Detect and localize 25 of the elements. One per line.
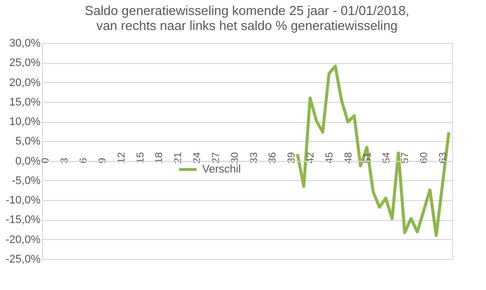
y-tick-label: 5,0% bbox=[15, 136, 41, 148]
text: van rechts naar links het saldo % generatiewisseling bbox=[96, 18, 398, 33]
x-tick-label: 18 bbox=[154, 152, 166, 164]
y-tick-label: 0,0% bbox=[15, 155, 41, 168]
x-tick-label: 60 bbox=[419, 152, 430, 164]
x-tick-label: 63 bbox=[438, 152, 450, 164]
y-tick-label: -5,0% bbox=[12, 174, 41, 187]
x-tick-label: 15 bbox=[135, 152, 146, 164]
text: Saldo generatiewisseling komende 25 jaar - 01/01/2018, bbox=[84, 3, 410, 18]
x-tick-label: 0 bbox=[40, 157, 52, 164]
y-tick-label: 30,0% bbox=[9, 38, 41, 50]
y-tick-label: -20,0% bbox=[6, 234, 41, 246]
x-tick-label: 45 bbox=[324, 152, 336, 164]
y-tick-label: 20,0% bbox=[9, 76, 41, 89]
y-tick-label: 10,0% bbox=[9, 116, 41, 128]
y-tick-label: 15,0% bbox=[9, 96, 41, 108]
y-tick-label: -10,0% bbox=[6, 194, 41, 207]
x-tick-label: 12 bbox=[116, 152, 128, 164]
legend-label: Verschil bbox=[202, 164, 241, 176]
y-tick-label: 25,0% bbox=[9, 57, 41, 70]
y-tick-label: -15,0% bbox=[6, 214, 41, 226]
x-tick-label: 48 bbox=[343, 152, 354, 164]
x-tick-label: 42 bbox=[306, 152, 317, 164]
line-series bbox=[296, 64, 450, 237]
y-tick-label: -25,0% bbox=[6, 254, 41, 266]
